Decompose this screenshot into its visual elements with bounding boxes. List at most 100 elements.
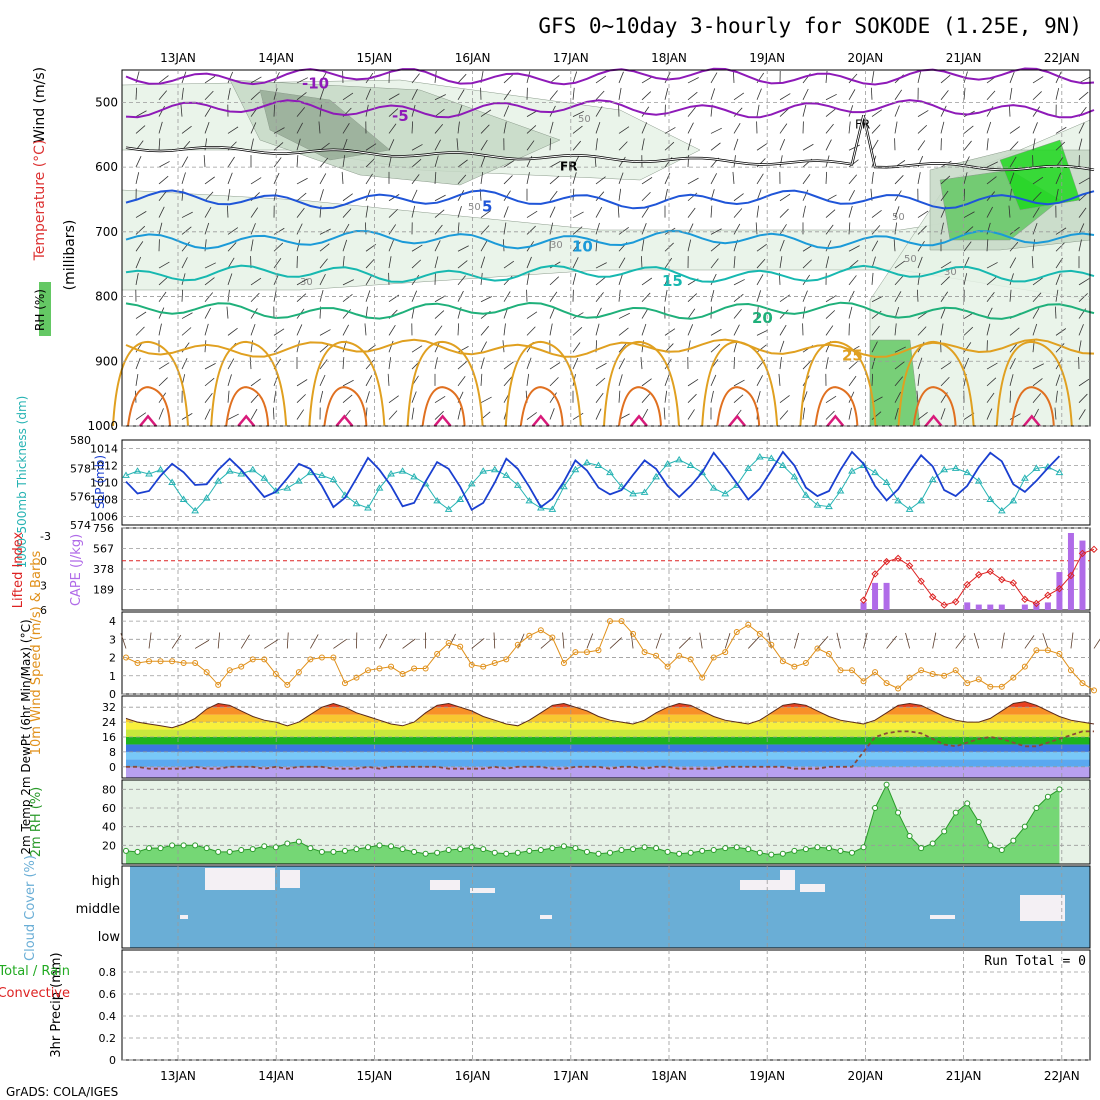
wind-barb <box>319 344 330 353</box>
rh2m-marker <box>560 843 567 850</box>
wind-barb <box>641 76 653 84</box>
wind-barb <box>894 291 902 302</box>
wind-barb <box>779 93 791 101</box>
wind10m-marker <box>468 661 475 668</box>
temp-tick: 8 <box>109 746 116 759</box>
isotherm-line <box>125 189 1095 210</box>
cape-bar <box>872 582 879 610</box>
wind-barb <box>802 104 807 117</box>
thickness-marker <box>825 502 833 510</box>
rh2m-marker <box>975 819 982 825</box>
wind-barb <box>457 205 462 218</box>
li-marker <box>928 593 937 601</box>
wind-barb <box>503 260 515 269</box>
wind-barb <box>1055 71 1062 84</box>
wind-barb <box>664 88 669 100</box>
wind-barb <box>388 123 397 134</box>
rh-legend-swatch <box>39 282 51 336</box>
wind-barb <box>779 193 791 202</box>
wind-barb <box>756 274 764 286</box>
wind-barb <box>480 373 483 386</box>
isotherm-label: 25 <box>842 346 863 364</box>
ylabel-li: Lifted Index <box>11 531 26 608</box>
wind-barb <box>1078 278 1090 286</box>
wind-barb <box>756 104 760 117</box>
wind-barb <box>227 273 233 286</box>
wind10m-marker <box>399 670 406 677</box>
wind-barb <box>503 206 509 218</box>
wind10m-barb <box>609 637 623 649</box>
wind-barb <box>1009 126 1021 134</box>
wind-barb <box>526 357 532 370</box>
wind-barb <box>986 206 993 218</box>
wind-barb <box>181 125 192 134</box>
wind-barb <box>687 192 698 202</box>
wind-barb <box>687 138 692 151</box>
date-label-bottom: 19JAN <box>749 1069 785 1083</box>
temp-band <box>126 707 1090 715</box>
wind-barb <box>756 375 763 387</box>
wind-barb <box>549 190 558 201</box>
cape-bar <box>860 602 867 610</box>
wind-barb <box>572 257 579 269</box>
wind-barb <box>296 155 299 168</box>
wind-barb <box>226 306 229 319</box>
wind-barb <box>894 175 904 185</box>
wind-barb <box>802 173 811 185</box>
li-marker <box>871 570 879 578</box>
wind-barb <box>457 121 460 134</box>
wind10m-marker <box>295 669 302 676</box>
cape-bar <box>987 604 994 610</box>
wind-barb <box>756 258 766 269</box>
wind-barb <box>457 222 460 235</box>
wind-barb <box>434 295 446 303</box>
wind-barb <box>549 206 556 218</box>
wind-barb <box>319 258 328 269</box>
wind-barb <box>917 373 920 386</box>
temp-band <box>126 744 1090 752</box>
wind-barb <box>204 377 215 387</box>
thickness-line <box>125 456 1060 512</box>
li-marker <box>975 571 983 579</box>
rh2m-marker <box>376 842 383 849</box>
li-marker <box>894 554 902 563</box>
wind-barb <box>940 323 944 336</box>
wind-barb <box>135 110 147 117</box>
wind-barb <box>940 408 946 420</box>
wind10m-barb <box>1024 635 1035 649</box>
wind10m-marker <box>676 652 683 659</box>
wind-barb <box>1032 76 1044 84</box>
wind-barb <box>1055 227 1067 235</box>
wind-barb <box>1078 239 1082 252</box>
cloud-block <box>800 884 825 892</box>
wind-barb <box>250 308 258 319</box>
wind-barb <box>733 223 741 235</box>
date-label-bottom: 18JAN <box>651 1069 687 1083</box>
wind-barb <box>296 122 303 134</box>
wind-barb <box>917 110 929 117</box>
wind-barb <box>1032 363 1044 370</box>
freezing-label: FR <box>855 117 870 131</box>
wind10m-barb <box>973 633 980 649</box>
li-marker <box>1090 545 1098 554</box>
temp-band <box>126 759 1090 767</box>
wind-barb <box>457 260 468 269</box>
wind10m-marker <box>457 643 464 650</box>
wind-barb <box>572 412 584 420</box>
thickness-marker <box>709 484 718 491</box>
rh2m-marker <box>318 848 325 855</box>
wind-barb <box>848 159 859 168</box>
wind-barb <box>641 378 652 387</box>
rh2m-tick: 40 <box>102 821 116 834</box>
thickness-marker <box>490 465 499 473</box>
rh2m-marker <box>676 850 683 857</box>
wind-barb <box>917 357 923 370</box>
wind-barb <box>917 71 922 84</box>
thickness-marker <box>433 496 442 504</box>
wind-barb <box>641 106 650 117</box>
wind-barb <box>779 357 782 370</box>
wind-barb <box>158 191 167 201</box>
wind-barb <box>1032 106 1041 117</box>
temp-band <box>126 722 1090 730</box>
temp-band <box>126 751 1090 760</box>
